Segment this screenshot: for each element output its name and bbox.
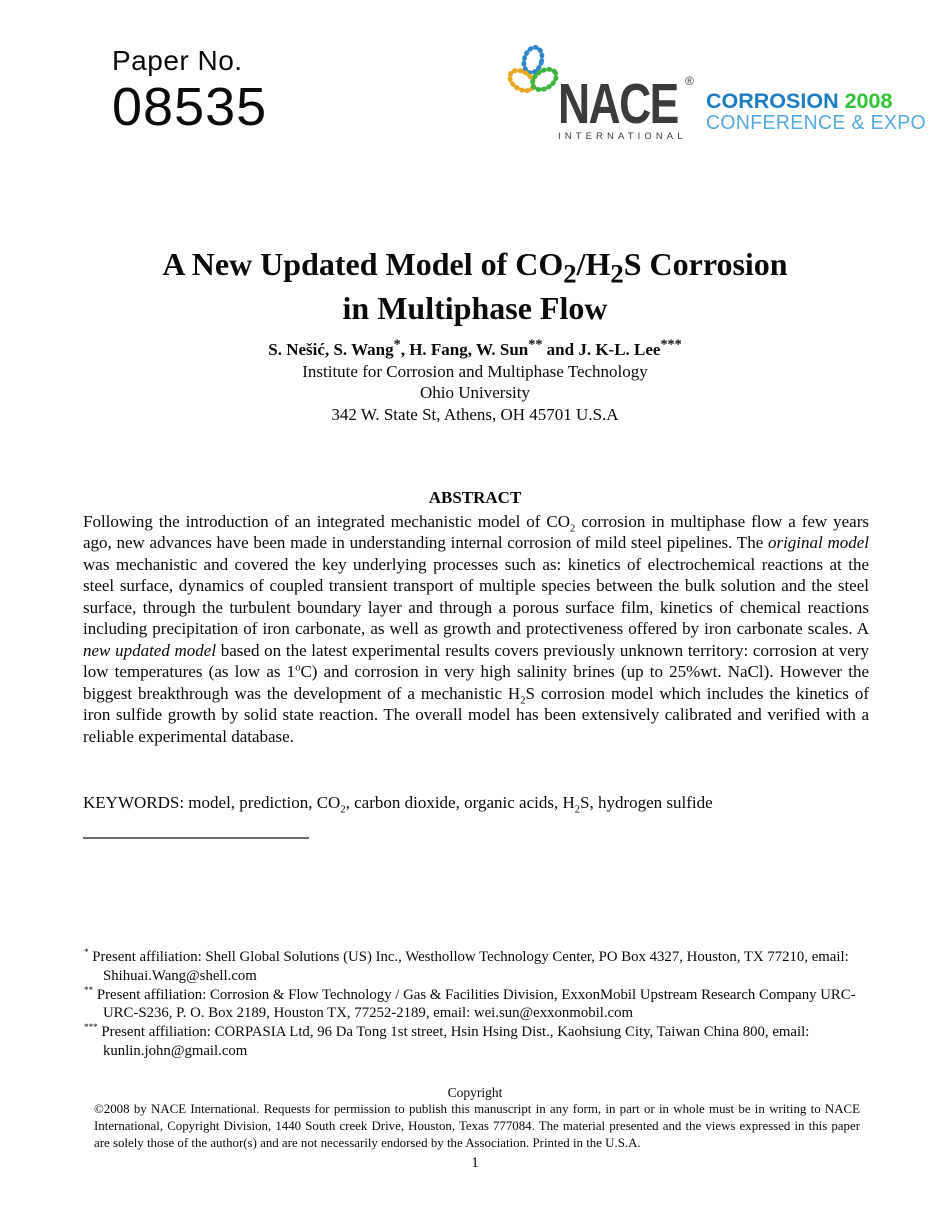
affiliation-institute: Institute for Corrosion and Multiphase T… bbox=[302, 361, 648, 381]
paper-title-line-2: in Multiphase Flow bbox=[342, 290, 608, 326]
knot-loop-green bbox=[530, 66, 559, 92]
footnote-1: * Present affiliation: Shell Global Solu… bbox=[84, 947, 849, 984]
nace-logo: NACE ® INTERNATIONAL CORROSION 2008 CONF… bbox=[506, 44, 926, 144]
nace-wordmark-block: NACE ® INTERNATIONAL bbox=[558, 72, 712, 142]
paper-title: A New Updated Model of CO2/H2S Corrosion… bbox=[0, 242, 950, 330]
page-number: 1 bbox=[471, 1155, 479, 1171]
authors-line: S. Nešić, S. Wang*, H. Fang, W. Sun** an… bbox=[268, 336, 682, 359]
footnote-3: *** Present affiliation: CORPASIA Ltd, 9… bbox=[84, 1022, 810, 1059]
copyright-heading: Copyright bbox=[447, 1085, 503, 1100]
knot-loop-blue bbox=[521, 44, 545, 76]
affiliation-address: 342 W. State St, Athens, OH 45701 U.S.A bbox=[331, 404, 619, 424]
abstract-body: Following the introduction of an integra… bbox=[83, 512, 870, 746]
paper-title-line-1: A New Updated Model of CO2/H2S Corrosion bbox=[162, 246, 788, 289]
footnotes-block: * Present affiliation: Shell Global Solu… bbox=[83, 947, 875, 1061]
paper-no-value: 08535 bbox=[112, 77, 268, 137]
keywords-line: KEYWORDS: model, prediction, CO2, carbon… bbox=[83, 793, 713, 816]
abstract-heading: ABSTRACT bbox=[428, 488, 522, 507]
paper-no-label: Paper No. bbox=[112, 45, 243, 76]
registered-trademark-icon: ® bbox=[685, 74, 694, 88]
nace-international-label: INTERNATIONAL bbox=[558, 131, 687, 142]
copyright-body: ©2008 by NACE International. Requests fo… bbox=[94, 1102, 860, 1150]
conference-title-line: CORROSION 2008 bbox=[706, 90, 933, 112]
affiliation-university: Ohio University bbox=[419, 383, 531, 402]
footnote-separator bbox=[83, 837, 309, 839]
nace-knot-icon bbox=[507, 44, 559, 94]
nace-wordmark: NACE bbox=[558, 72, 679, 136]
footnote-2: ** Present affiliation: Corrosion & Flow… bbox=[84, 984, 856, 1022]
conference-year: 2008 bbox=[844, 89, 893, 113]
byline-block: S. Nešić, S. Wang*, H. Fang, W. Sun** an… bbox=[0, 336, 950, 425]
paper-number-block: Paper No. 08535 bbox=[112, 45, 268, 137]
corrosion-label: CORROSION bbox=[706, 89, 839, 113]
conference-block: CORROSION 2008 CONFERENCE & EXPO bbox=[706, 90, 933, 133]
conference-expo-label: CONFERENCE & EXPO bbox=[706, 112, 927, 134]
